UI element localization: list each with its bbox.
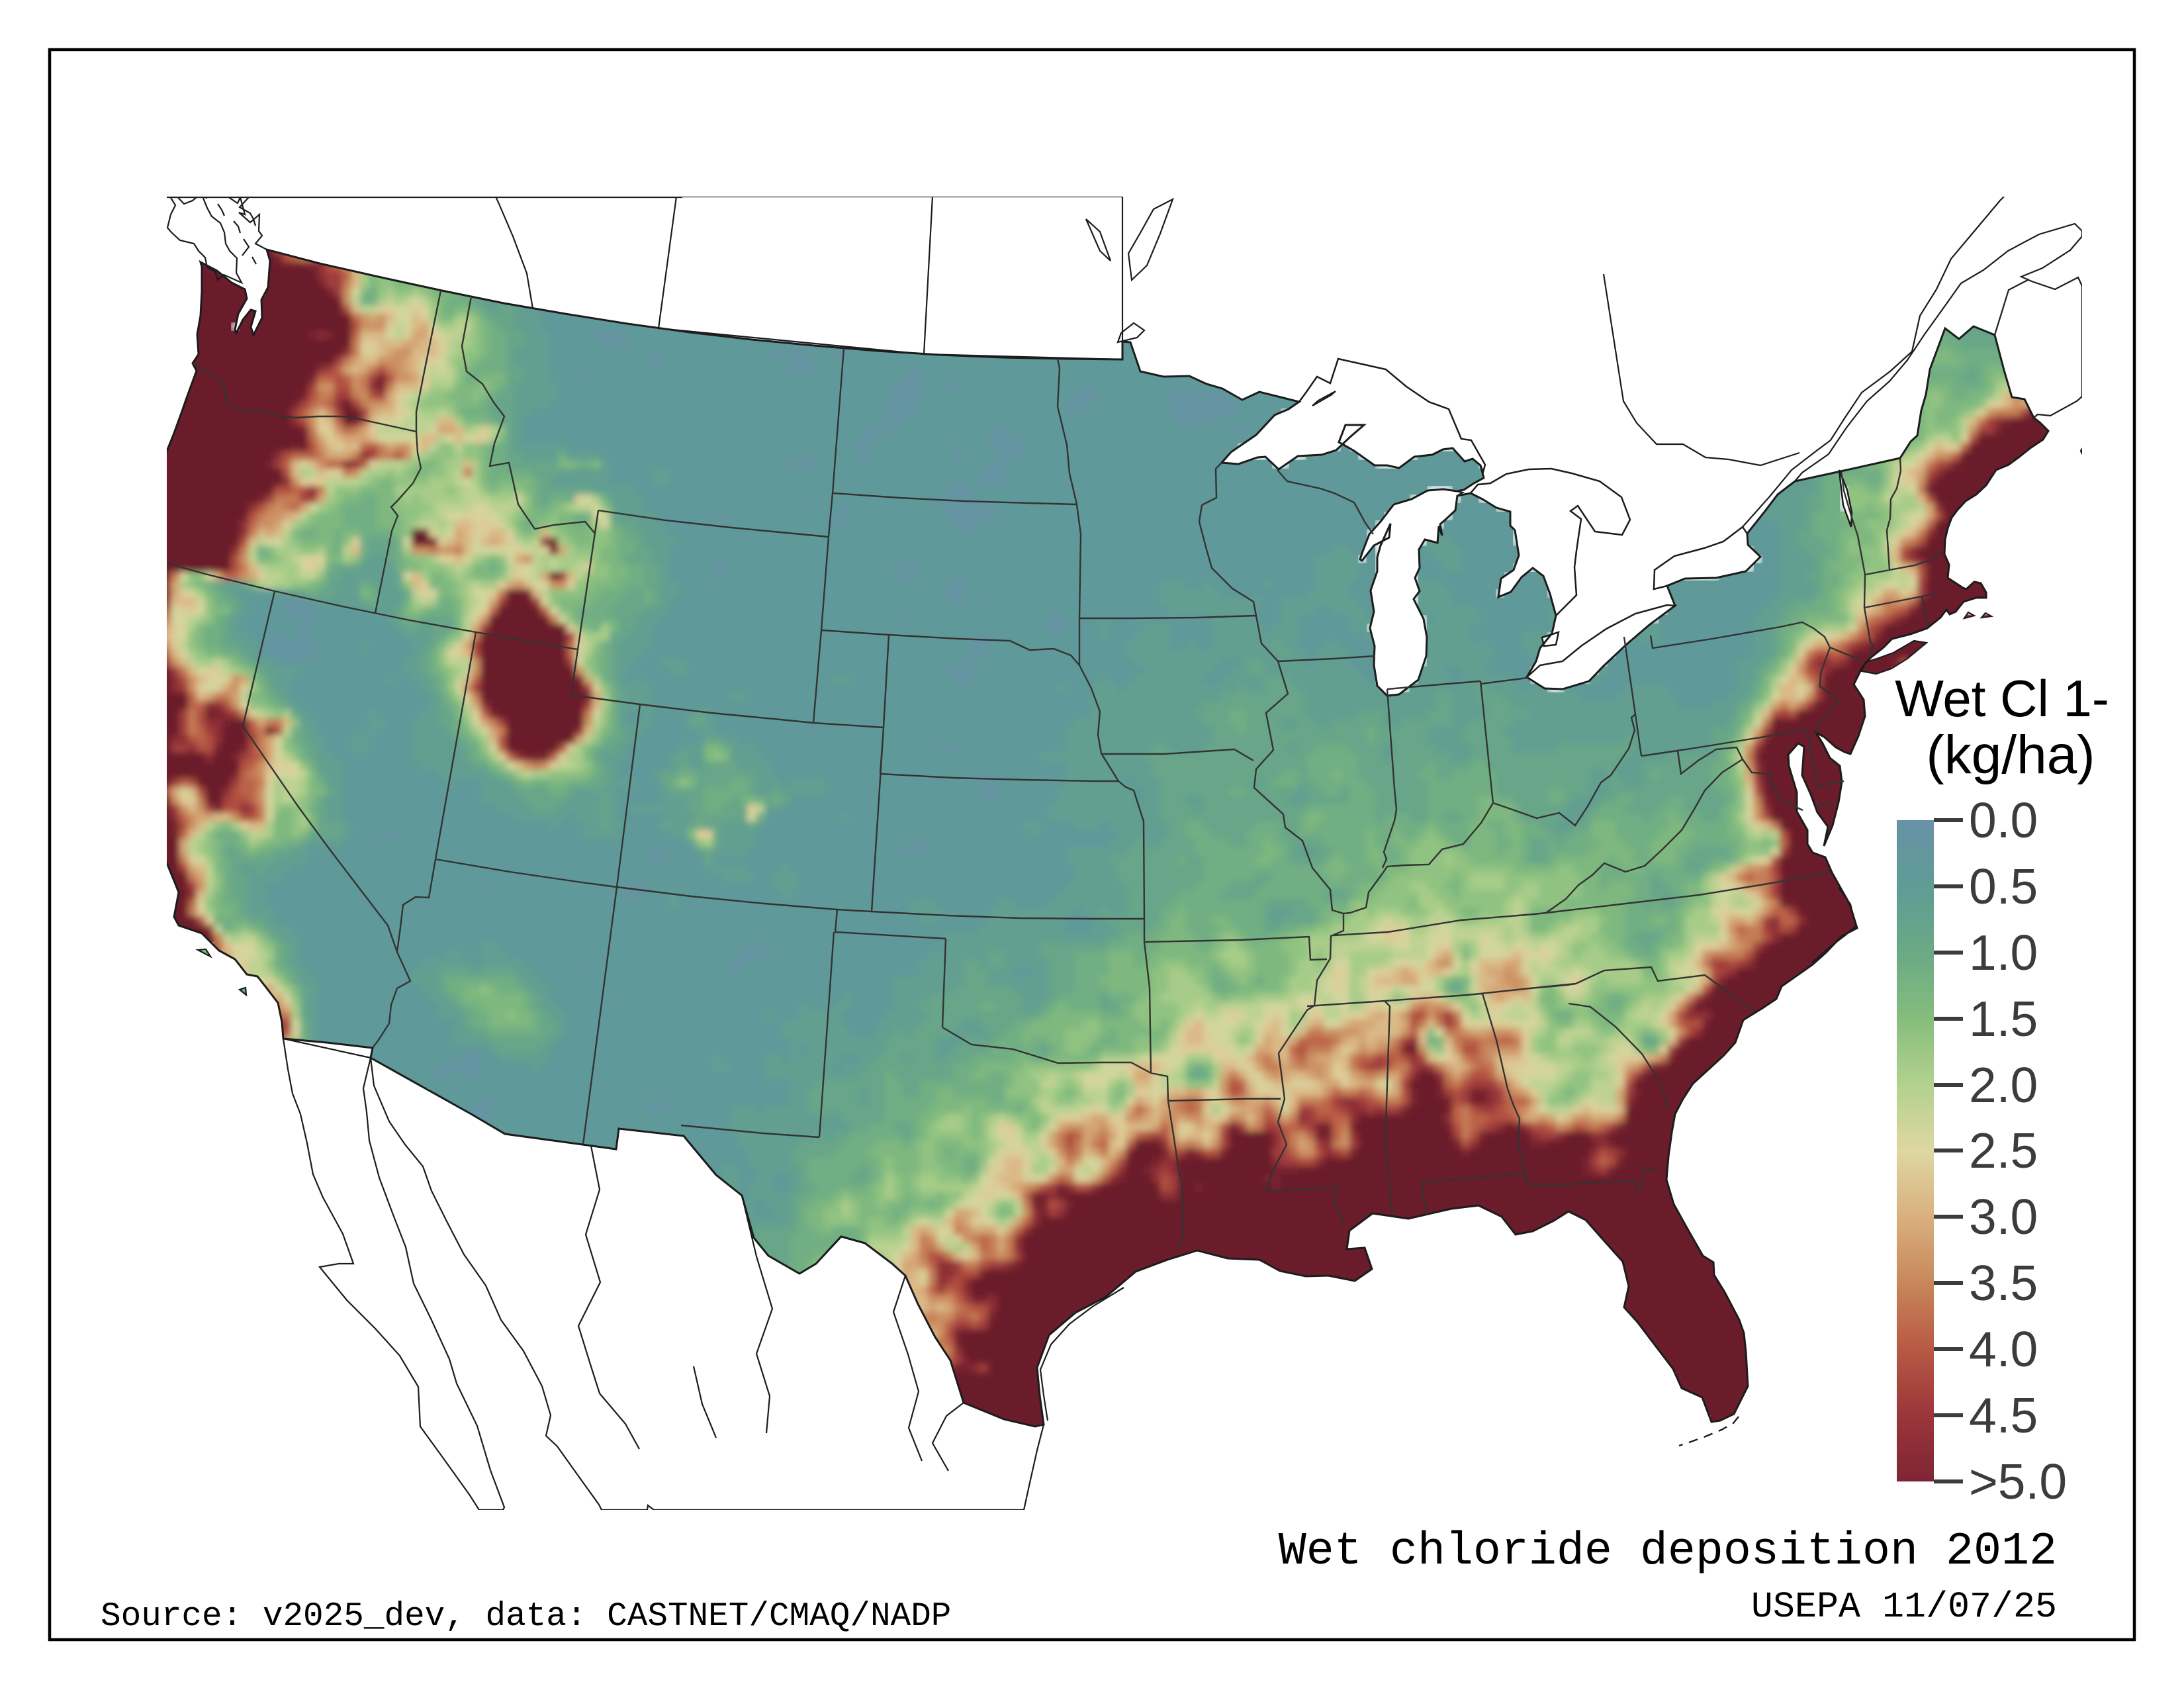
svg-text:4.0: 4.0: [1969, 1321, 2038, 1377]
svg-text:USEPA 11/07/25: USEPA 11/07/25: [1751, 1586, 2057, 1628]
svg-text:4.5: 4.5: [1969, 1387, 2038, 1443]
svg-text:2.5: 2.5: [1969, 1123, 2038, 1178]
svg-text:(kg/ha): (kg/ha): [1926, 725, 2095, 785]
svg-text:3.5: 3.5: [1969, 1255, 2038, 1311]
svg-text:0.0: 0.0: [1969, 792, 2038, 848]
svg-text:0.5: 0.5: [1969, 859, 2038, 914]
svg-text:>5.0: >5.0: [1969, 1454, 2067, 1509]
svg-text:Wet chloride deposition 2012: Wet chloride deposition 2012: [1279, 1526, 2057, 1578]
svg-text:1.0: 1.0: [1969, 925, 2038, 980]
svg-text:1.5: 1.5: [1969, 991, 2038, 1047]
svg-text:Wet Cl 1-: Wet Cl 1-: [1895, 669, 2109, 727]
svg-text:Source: v2025_dev, data: CASTN: Source: v2025_dev, data: CASTNET/CMAQ/NA…: [101, 1598, 951, 1636]
svg-text:2.0: 2.0: [1969, 1057, 2038, 1113]
svg-text:3.0: 3.0: [1969, 1189, 2038, 1244]
